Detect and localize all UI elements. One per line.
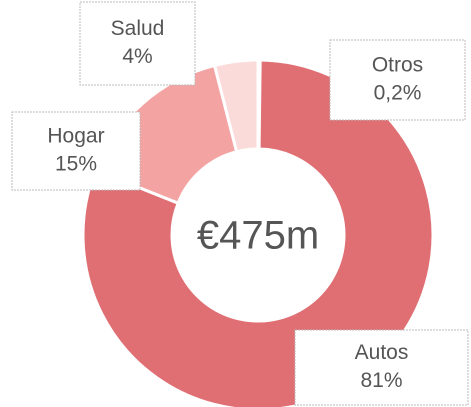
slice bbox=[81, 58, 435, 407]
center-label: €475m bbox=[197, 214, 319, 258]
label-box bbox=[294, 329, 469, 406]
label-box bbox=[11, 111, 141, 191]
category-label: Hogar bbox=[47, 125, 104, 148]
labels: Otros 0,2% Autos 81% Hogar 15% Salud 4% bbox=[11, 1, 469, 406]
category-label: Salud bbox=[111, 17, 165, 40]
label-box bbox=[329, 39, 466, 121]
slice bbox=[212, 58, 260, 154]
category-label: Autos bbox=[355, 341, 409, 364]
category-label: Otros bbox=[372, 54, 423, 77]
value-label: 81% bbox=[360, 369, 402, 392]
label-box bbox=[79, 1, 196, 86]
value-label: 15% bbox=[55, 153, 97, 176]
value-label: 4% bbox=[122, 45, 152, 68]
value-label: 0,2% bbox=[374, 82, 422, 105]
